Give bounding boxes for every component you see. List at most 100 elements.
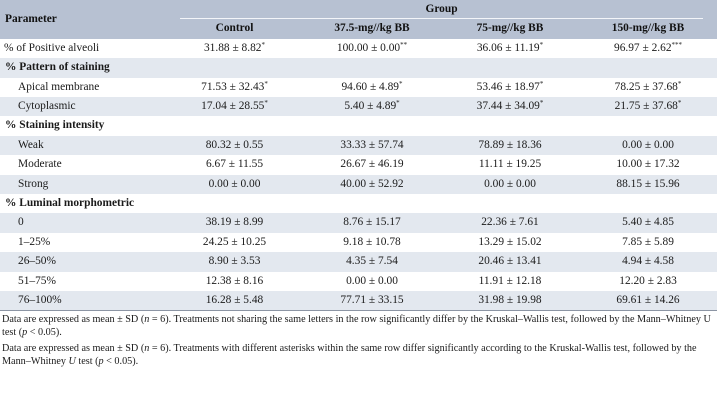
table-row: Cytoplasmic 17.04 ± 28.55* 5.40 ± 4.89* 37.…	[0, 97, 717, 117]
cell-value: 0.00 ± 0.00	[166, 174, 303, 195]
significance-mark: *	[264, 79, 268, 88]
cell-mean-sd: 4.94 ± 4.58	[622, 255, 674, 268]
cell-value: 4.94 ± 4.58	[579, 252, 717, 272]
cell-mean-sd: 36.06 ± 11.19	[476, 41, 540, 54]
table-header: Parameter Group Control 37.5-mg//kg BB 7…	[0, 0, 717, 39]
cell-mean-sd: 0.00 ± 0.00	[622, 138, 674, 151]
header-parameter: Parameter	[0, 0, 166, 39]
cell-value: 37.44 ± 34.09*	[441, 97, 579, 117]
cell-mean-sd: 11.91 ± 12.18	[478, 274, 542, 287]
cell-value: 5.40 ± 4.85	[579, 213, 717, 233]
section-label: % Pattern of staining	[0, 58, 717, 78]
header-group: Group	[166, 0, 717, 20]
cell-mean-sd: 31.98 ± 19.98	[478, 294, 542, 307]
cell-mean-sd: 96.97 ± 2.62	[614, 41, 672, 54]
cell-value: 11.11 ± 19.25	[441, 155, 579, 175]
cell-mean-sd: 9.18 ± 10.78	[343, 235, 401, 248]
table-row: Apical membrane 71.53 ± 32.43* 94.60 ± 4.8…	[0, 77, 717, 98]
cell-value: 12.38 ± 8.16	[166, 271, 303, 292]
cell-mean-sd: 77.71 ± 33.15	[340, 294, 404, 307]
cell-mean-sd: 7.85 ± 5.89	[622, 235, 674, 248]
cell-value: 16.28 ± 5.48	[166, 291, 303, 312]
cell-mean-sd: 16.28 ± 5.48	[205, 294, 264, 307]
cell-mean-sd: 20.46 ± 13.41	[478, 255, 542, 268]
cell-value: 4.35 ± 7.54	[303, 252, 441, 272]
header-col-37-5: 37.5-mg//kg BB	[303, 19, 441, 39]
section-row: % Pattern of staining	[0, 58, 717, 78]
cell-value: 5.40 ± 4.89*	[303, 97, 441, 117]
cell-value: 80.32 ± 0.55	[166, 135, 303, 156]
cell-mean-sd: 5.40 ± 4.89	[344, 100, 397, 113]
cell-value: 22.36 ± 7.61	[441, 213, 579, 233]
header-group-label: Group	[180, 0, 704, 20]
cell-mean-sd: 11.11 ± 19.25	[478, 158, 542, 171]
cell-mean-sd: 24.25 ± 10.25	[202, 235, 267, 248]
cell-value: 21.75 ± 37.68*	[579, 97, 717, 117]
table-row: 0 38.19 ± 8.99 8.76 ± 15.17 22.36 ± 7.61 5.4…	[0, 213, 717, 233]
cell-mean-sd: 21.75 ± 37.68	[614, 100, 678, 113]
significance-mark: *	[677, 79, 682, 88]
cell-mean-sd: 40.00 ± 52.92	[340, 177, 404, 190]
results-table: Parameter Group Control 37.5-mg//kg BB 7…	[0, 0, 717, 312]
cell-mean-sd: 8.76 ± 15.17	[343, 216, 401, 229]
note-letters: Data are expressed as mean ± SD (n = 6).…	[2, 314, 711, 339]
cell-mean-sd: 12.38 ± 8.16	[205, 274, 264, 287]
row-label: Apical membrane	[0, 77, 166, 98]
cell-value: 10.00 ± 17.32	[579, 155, 717, 175]
cell-mean-sd: 94.60 ± 4.89	[341, 80, 399, 93]
cell-value: 6.67 ± 11.55	[166, 155, 303, 175]
cell-mean-sd: 26.67 ± 46.19	[340, 158, 404, 171]
note-asterisks: Data are expressed as mean ± SD (n = 6).…	[2, 343, 697, 367]
cell-mean-sd: 71.53 ± 32.43	[201, 80, 265, 93]
table-body: % of Positive alveoli 31.88 ± 8.82* 100.00…	[0, 38, 717, 312]
significance-mark: *	[399, 79, 403, 88]
cell-value: 26.67 ± 46.19	[303, 155, 441, 175]
section-row: % Staining intensity	[0, 116, 717, 136]
cell-value: 12.20 ± 2.83	[579, 271, 717, 292]
cell-mean-sd: 12.20 ± 2.83	[619, 274, 677, 287]
table-row: % of Positive alveoli 31.88 ± 8.82* 100.00…	[0, 38, 717, 59]
cell-value: 88.15 ± 15.96	[579, 174, 717, 195]
section-label: % Luminal morphometric	[0, 194, 717, 214]
significance-mark: ***	[671, 40, 683, 49]
cell-mean-sd: 0.00 ± 0.00	[208, 177, 261, 190]
header-col-75: 75-mg//kg BB	[441, 19, 579, 39]
significance-mark: **	[400, 40, 408, 49]
row-label: Cytoplasmic	[0, 97, 166, 117]
table-row: 51–75% 12.38 ± 8.16 0.00 ± 0.00 11.91 ± 12.…	[0, 271, 717, 292]
table-row: 1–25% 24.25 ± 10.25 9.18 ± 10.78 13.29 ± 15…	[0, 232, 717, 253]
cell-value: 0.00 ± 0.00	[303, 271, 441, 292]
cell-value: 31.88 ± 8.82*	[166, 38, 303, 59]
row-label: Moderate	[0, 155, 166, 175]
cell-mean-sd: 17.04 ± 28.55	[201, 100, 265, 113]
header-col-150: 150-mg//kg BB	[579, 19, 717, 39]
row-label: 26–50%	[0, 252, 166, 272]
cell-value: 100.00 ± 0.00**	[303, 38, 441, 59]
cell-value: 8.76 ± 15.17	[303, 213, 441, 233]
cell-mean-sd: 22.36 ± 7.61	[481, 216, 539, 229]
row-label: % of Positive alveoli	[0, 38, 166, 59]
cell-mean-sd: 4.35 ± 7.54	[346, 255, 398, 268]
section-label: % Staining intensity	[0, 116, 717, 136]
cell-value: 53.46 ± 18.97*	[441, 77, 579, 98]
cell-value: 69.61 ± 14.26	[579, 291, 717, 312]
cell-value: 31.98 ± 19.98	[441, 291, 579, 312]
cell-mean-sd: 0.00 ± 0.00	[484, 177, 536, 190]
row-label: 51–75%	[0, 271, 166, 292]
cell-value: 38.19 ± 8.99	[166, 213, 303, 233]
table-row: 76–100% 16.28 ± 5.48 77.71 ± 33.15 31.98 ± …	[0, 291, 717, 312]
cell-value: 96.97 ± 2.62***	[579, 38, 717, 59]
cell-value: 0.00 ± 0.00	[579, 135, 717, 156]
cell-mean-sd: 33.33 ± 57.74	[340, 138, 404, 151]
table-row: Strong 0.00 ± 0.00 40.00 ± 52.92 0.00 ± 0.0…	[0, 174, 717, 195]
cell-value: 33.33 ± 57.74	[303, 135, 441, 156]
cell-value: 77.71 ± 33.15	[303, 291, 441, 312]
cell-value: 24.25 ± 10.25	[166, 232, 303, 253]
table-notes: Data are expressed as mean ± SD (n = 6).…	[0, 311, 717, 368]
cell-mean-sd: 53.46 ± 18.97	[476, 80, 540, 93]
cell-mean-sd: 69.61 ± 14.26	[616, 294, 680, 307]
cell-value: 71.53 ± 32.43*	[166, 77, 303, 98]
cell-mean-sd: 0.00 ± 0.00	[346, 274, 398, 287]
cell-value: 11.91 ± 12.18	[441, 271, 579, 292]
cell-mean-sd: 10.00 ± 17.32	[616, 158, 680, 171]
